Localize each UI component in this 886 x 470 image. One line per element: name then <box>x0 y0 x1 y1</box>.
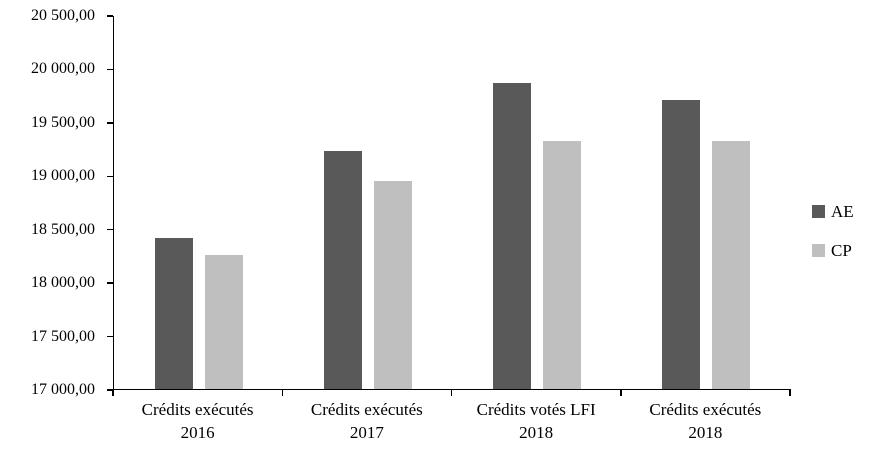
bar-cp-2017 <box>373 181 412 389</box>
y-axis-tick-label: 19 000,00 <box>31 167 95 185</box>
bar-ae-2016 <box>154 237 193 389</box>
legend-label-ae: AE <box>831 202 854 221</box>
category-name: Crédits exécutés <box>310 400 423 419</box>
category-name: Crédits exécutés <box>141 400 254 419</box>
category-name: Crédits votés LFI <box>476 400 596 419</box>
y-axis-tick-mark <box>107 228 113 231</box>
y-axis-tick-label: 18 000,00 <box>31 274 95 292</box>
y-axis-tick-label: 20 000,00 <box>31 60 95 78</box>
x-axis-category-label: Crédits exécutés 2016 <box>113 398 282 444</box>
bar-cp-2018 <box>542 140 581 389</box>
x-axis-ticks <box>112 388 791 396</box>
x-axis-tick-mark <box>450 388 453 396</box>
y-axis-tick-mark <box>107 122 113 124</box>
y-axis-tick-label: 20 500,00 <box>31 7 95 24</box>
legend-label-cp: CP <box>831 241 852 260</box>
legend-item-ae: AE <box>812 203 854 220</box>
y-axis-tick-label: 17 000,00 <box>31 381 95 398</box>
x-axis-category-label: Crédits exécutés 2018 <box>621 398 790 444</box>
y-axis-labels: 17 000,00 17 500,00 18 000,00 18 500,00 19 0… <box>0 7 103 398</box>
y-axis-tick-label: 17 500,00 <box>31 327 95 345</box>
y-axis-tick-mark <box>107 68 113 71</box>
y-axis-tick-mark <box>107 15 113 17</box>
y-axis-tick-mark <box>107 175 113 178</box>
bar-ae-2017 <box>323 151 362 389</box>
bar-ae-2018 <box>492 83 531 389</box>
y-axis-tick-label: 18 500,00 <box>31 220 95 238</box>
category-year: 2018 <box>688 423 723 442</box>
y-axis-tick-mark <box>107 282 113 284</box>
y-axis-tick-mark <box>107 335 113 338</box>
x-axis-tick-mark <box>281 388 283 396</box>
bar-cp-2018 <box>711 140 750 389</box>
x-axis-tick-mark <box>789 388 791 396</box>
y-axis-tick-mark <box>107 389 113 391</box>
x-axis-category-label: Crédits exécutés 2017 <box>282 398 451 444</box>
category-year: 2017 <box>349 423 384 442</box>
y-axis-ticks <box>107 15 113 391</box>
bar-group <box>621 16 790 389</box>
category-name: Crédits exécutés <box>649 400 762 419</box>
bar-group <box>114 16 283 389</box>
x-axis-category-label: Crédits votés LFI 2018 <box>452 398 621 444</box>
category-year: 2018 <box>519 423 554 442</box>
legend: AE CP <box>812 203 854 281</box>
category-year: 2016 <box>180 423 215 442</box>
x-axis-tick-mark <box>112 388 114 396</box>
legend-swatch-ae <box>812 205 825 218</box>
bar-groups <box>114 16 790 389</box>
bar-ae-2018 <box>661 100 700 389</box>
bar-cp-2016 <box>204 254 243 389</box>
x-axis-tick-mark <box>620 388 622 396</box>
legend-item-cp: CP <box>812 242 854 259</box>
bar-group <box>452 16 621 389</box>
y-axis-tick-label: 19 500,00 <box>31 113 95 131</box>
x-axis-labels: Crédits exécutés 2016 Crédits exécutés 2017… <box>113 398 790 444</box>
plot-area <box>113 16 790 390</box>
legend-swatch-cp <box>812 244 825 257</box>
bar-group <box>283 16 452 389</box>
